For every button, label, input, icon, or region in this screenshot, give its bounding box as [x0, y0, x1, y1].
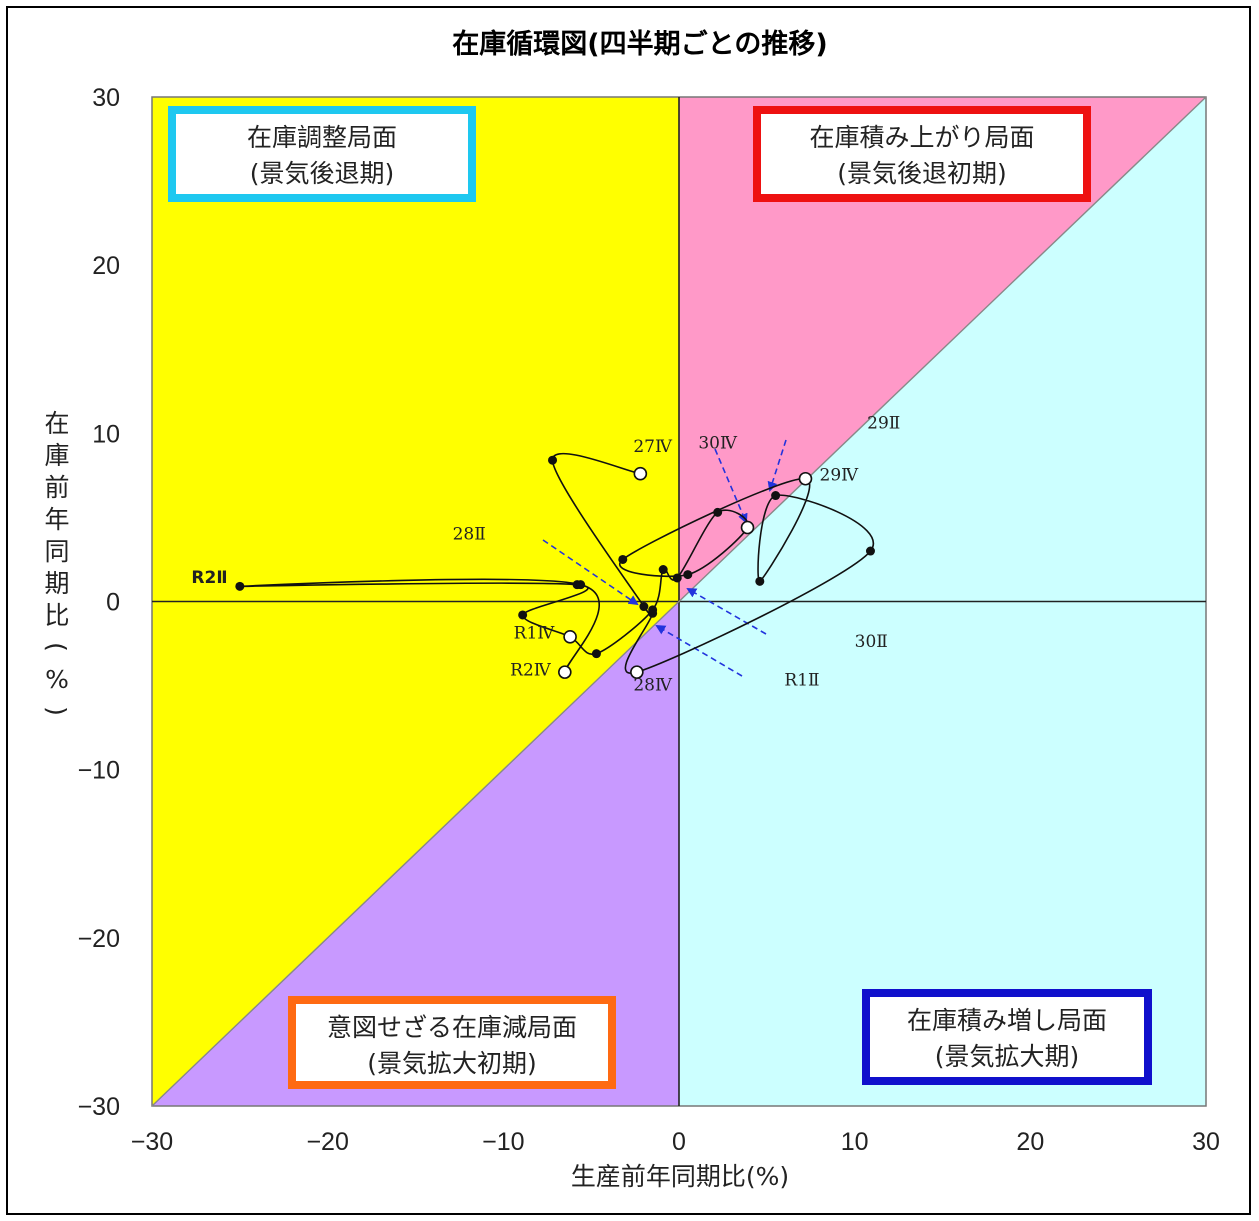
y-label-char: 前: [44, 473, 69, 502]
point-label: 28Ⅳ: [633, 676, 673, 696]
point-label: 28Ⅱ: [453, 524, 486, 544]
point-filled: [713, 507, 723, 517]
annotation-arrow: [686, 588, 767, 635]
y-label-char: (: [42, 642, 71, 652]
trajectory-line: [238, 452, 875, 674]
y-label-char: 庫: [44, 441, 69, 470]
phase-labels: 在庫調整局面 (景気後退期) 在庫積み上がり局面 (景気後退初期) 意図せざる在庫減局面…: [168, 106, 1152, 1089]
y-tick-label: −20: [78, 925, 120, 953]
y-label-char: 年: [44, 505, 69, 534]
point-filled: [648, 605, 658, 615]
x-tick-label: −10: [482, 1128, 524, 1156]
annotation-arrow: [767, 439, 787, 492]
point-label: 29Ⅳ: [820, 465, 860, 485]
annotation-arrow: [542, 539, 639, 606]
y-tick-label: 20: [92, 252, 120, 280]
point-label: 30Ⅱ: [855, 632, 888, 652]
point-open: [798, 471, 813, 486]
phase-period: (景気拡大期): [935, 1042, 1080, 1071]
phase-period: (景気後退初期): [837, 159, 1007, 188]
y-tick-label: 10: [92, 420, 120, 448]
y-label-char: 期: [44, 569, 69, 598]
phase-box-build-up: [862, 989, 1152, 1085]
x-tick-label: 20: [1016, 1128, 1044, 1156]
point-label: R1Ⅳ: [514, 623, 556, 643]
x-tick-label: 30: [1192, 1128, 1220, 1156]
y-label-char: ): [42, 706, 71, 716]
point-label: 29Ⅱ: [867, 413, 900, 433]
y-tick-label: −30: [78, 1093, 120, 1121]
point-open: [740, 520, 755, 535]
phase-name: 在庫積み上がり局面: [809, 123, 1034, 152]
point-filled: [235, 581, 245, 591]
point-filled: [683, 570, 693, 580]
annotation-arrows: [542, 439, 787, 677]
x-tick-label: 0: [672, 1128, 686, 1156]
point-label: R2Ⅳ: [510, 660, 552, 680]
phase-name: 意図せざる在庫減局面: [327, 1013, 577, 1042]
y-label-char: 在: [44, 409, 69, 438]
x-tick-label: −20: [306, 1128, 348, 1156]
point-open: [633, 466, 648, 481]
point-label: R1Ⅱ: [784, 671, 819, 691]
point-filled: [672, 573, 682, 583]
point-open: [563, 630, 577, 644]
axis-ticks: −30 −20 −10 0 10 20 30 30 20 10 0 −10 −20 −30: [78, 84, 1220, 1156]
annotation-arrow: [655, 624, 743, 677]
reference-lines: [151, 96, 1207, 1107]
point-filled: [771, 491, 781, 501]
point-filled: [639, 602, 649, 612]
point-filled: [591, 649, 601, 659]
phase-period: (景気拡大初期): [367, 1049, 537, 1078]
point-label: 30Ⅳ: [698, 433, 738, 453]
point-filled: [576, 580, 586, 590]
point-filled: [548, 455, 558, 465]
x-axis-label: 生産前年同期比(%): [571, 1162, 789, 1191]
y-label-char: %: [45, 665, 69, 694]
phase-period: (景気後退期): [250, 159, 395, 188]
y-label-char: 同: [44, 537, 69, 566]
x-tick-label: −30: [131, 1128, 173, 1156]
point-filled: [755, 576, 765, 586]
y-tick-label: −10: [78, 757, 120, 785]
point-open: [558, 665, 572, 679]
phase-box-accumulation: [753, 106, 1091, 202]
point-label: 27Ⅳ: [633, 437, 673, 457]
point-filled: [658, 565, 668, 575]
y-tick-label: 30: [92, 84, 120, 112]
phase-name: 在庫調整局面: [247, 123, 397, 152]
point-label: R2Ⅱ: [191, 568, 227, 588]
annotation-arrow: [714, 448, 748, 524]
x-tick-label: 10: [841, 1128, 869, 1156]
point-open: [630, 665, 644, 679]
chart-title: 在庫循環図(四半期ごとの推移): [452, 28, 827, 60]
y-label-char: 比: [44, 601, 69, 630]
phase-box-adjustment: [168, 106, 476, 202]
point-filled: [865, 546, 875, 556]
point-filled: [518, 610, 528, 620]
diagonal-line: [151, 96, 1207, 1107]
data-points: [235, 455, 875, 679]
point-filled: [618, 554, 628, 564]
point-labels: 27Ⅳ 28Ⅱ 28Ⅳ 29Ⅱ 29Ⅳ 30Ⅱ 30Ⅳ R1Ⅱ R1Ⅳ R2Ⅱ R2Ⅳ: [191, 413, 900, 695]
phase-name: 在庫積み増し局面: [907, 1006, 1107, 1035]
y-tick-label: 0: [106, 589, 120, 617]
phase-box-unintended-decrease: [288, 996, 616, 1089]
